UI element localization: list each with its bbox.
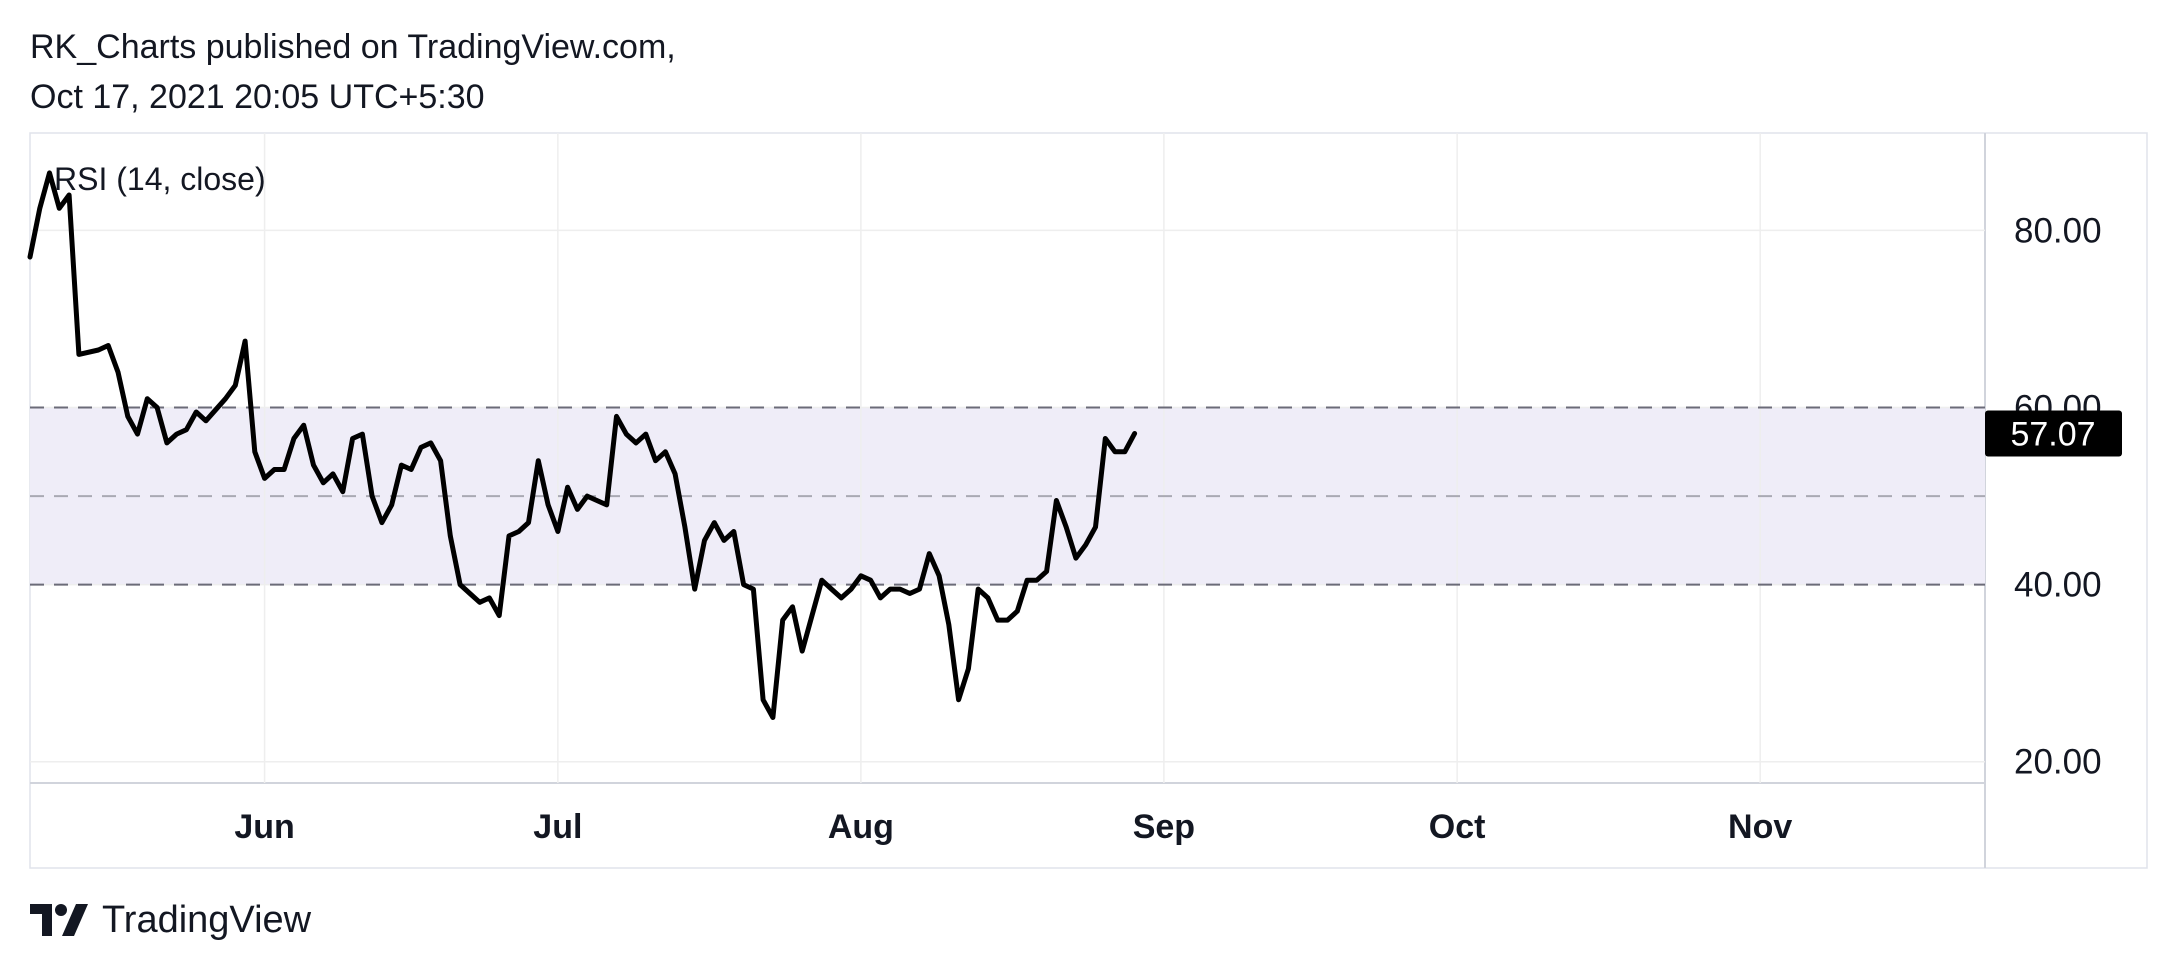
- publish-date-line: Oct 17, 2021 20:05 UTC+5:30: [30, 78, 485, 116]
- tradingview-brand[interactable]: TradingView: [102, 898, 312, 941]
- footer: TradingView: [30, 895, 311, 945]
- x-tick-label: Jun: [234, 808, 294, 846]
- x-tick-label: Jul: [533, 808, 582, 846]
- last-value-label: 57.07: [2010, 415, 2095, 453]
- indicator-label: RSI (14, close): [54, 161, 266, 197]
- publish-info: RK_Charts published on TradingView.com, …: [30, 22, 676, 122]
- last-value-badge: [1985, 410, 2122, 457]
- tradingview-logo-icon[interactable]: [30, 904, 88, 936]
- x-tick-label: Aug: [828, 808, 894, 846]
- x-tick-label: Sep: [1133, 808, 1195, 846]
- publisher-line: RK_Charts published on TradingView.com,: [30, 28, 676, 66]
- y-tick-label: 20.00: [2014, 743, 2102, 782]
- y-tick-label: 40.00: [2014, 566, 2102, 605]
- rsi-series-line[interactable]: [27, 170, 1138, 720]
- y-tick-label: 80.00: [2014, 211, 2102, 250]
- x-tick-label: Nov: [1728, 808, 1792, 846]
- x-tick-label: Oct: [1429, 808, 1486, 846]
